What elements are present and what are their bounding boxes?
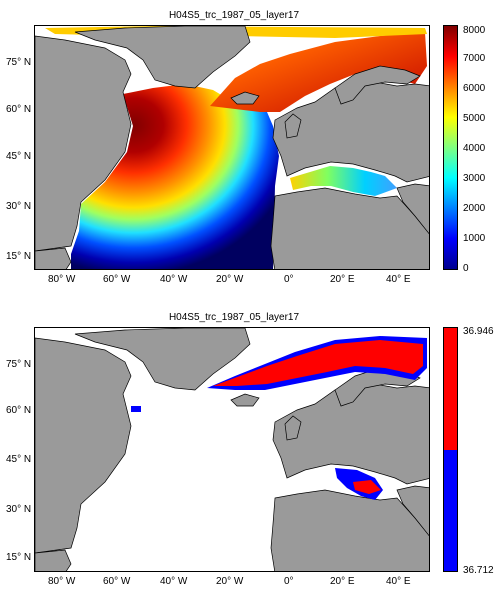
top-lon-label-80w: 80° W bbox=[48, 274, 76, 285]
arctic-data-band bbox=[210, 32, 427, 112]
bottom-lon-label-40w: 40° W bbox=[160, 576, 188, 587]
top-lat-label-45: 45° N bbox=[6, 151, 32, 162]
top-map bbox=[34, 25, 430, 270]
bottom-cbar-min: 36.712 bbox=[463, 565, 494, 576]
bottom-lon-label-80w: 80° W bbox=[48, 576, 76, 587]
bottom-lon-label-0: 0° bbox=[284, 576, 294, 587]
scandinavia-land bbox=[334, 65, 421, 105]
top-lon-label-40e: 40° E bbox=[386, 274, 411, 285]
central-america-land bbox=[35, 549, 72, 571]
bottom-cbar-max: 36.946 bbox=[463, 326, 494, 337]
top-lon-label-20w: 20° W bbox=[216, 274, 244, 285]
arctic-red-band bbox=[213, 340, 423, 386]
arabia-land bbox=[396, 485, 429, 537]
top-lon-label-40w: 40° W bbox=[160, 274, 188, 285]
top-lat-label-30: 30° N bbox=[6, 201, 32, 212]
bottom-colorbar-blue-segment bbox=[444, 449, 457, 571]
top-lon-label-60w: 60° W bbox=[103, 274, 131, 285]
bottom-lat-label-45: 45° N bbox=[6, 454, 32, 465]
greenland-land bbox=[74, 26, 251, 89]
top-cbar-tick-8000: 8000 bbox=[463, 25, 486, 36]
british-isles-land bbox=[284, 415, 302, 441]
top-lat-label-15: 15° N bbox=[6, 251, 32, 262]
west-atlantic-blue-patch bbox=[131, 406, 141, 412]
top-cbar-tick-5000: 5000 bbox=[463, 113, 486, 124]
top-map-title: H04S5_trc_1987_05_layer17 bbox=[168, 10, 300, 21]
bottom-map bbox=[34, 327, 430, 572]
iceland-land bbox=[230, 91, 260, 105]
mediterranean-data bbox=[290, 166, 397, 196]
bottom-lat-label-75: 75° N bbox=[6, 359, 32, 370]
bottom-lon-label-60w: 60° W bbox=[103, 576, 131, 587]
top-lon-label-0: 0° bbox=[284, 274, 294, 285]
bottom-lon-label-40e: 40° E bbox=[386, 576, 411, 587]
top-cbar-tick-0: 0 bbox=[463, 263, 469, 274]
british-isles-land bbox=[284, 113, 302, 139]
top-cbar-tick-6000: 6000 bbox=[463, 83, 486, 94]
top-colorbar bbox=[443, 25, 458, 270]
north-america-land bbox=[35, 337, 132, 554]
bottom-colorbar bbox=[443, 327, 458, 572]
north-america-land bbox=[35, 35, 132, 252]
arabia-land bbox=[396, 183, 429, 235]
bottom-map-title: H04S5_trc_1987_05_layer17 bbox=[168, 312, 300, 323]
bottom-lon-label-20e: 20° E bbox=[330, 576, 355, 587]
bottom-lon-label-20w: 20° W bbox=[216, 576, 244, 587]
top-cbar-tick-2000: 2000 bbox=[463, 203, 486, 214]
atlantic-data-field bbox=[71, 84, 279, 269]
bottom-lat-label-15: 15° N bbox=[6, 552, 32, 563]
top-cbar-tick-1000: 1000 bbox=[463, 233, 486, 244]
iceland-land bbox=[230, 393, 260, 407]
top-lat-label-75: 75° N bbox=[6, 57, 32, 68]
mediterranean-red-data bbox=[353, 480, 381, 494]
top-cbar-tick-3000: 3000 bbox=[463, 173, 486, 184]
bottom-lat-label-60: 60° N bbox=[6, 405, 32, 416]
bottom-colorbar-red-segment bbox=[444, 328, 457, 450]
top-lon-label-20e: 20° E bbox=[330, 274, 355, 285]
top-cbar-tick-4000: 4000 bbox=[463, 143, 486, 154]
greenland-land bbox=[74, 328, 251, 391]
top-cbar-tick-7000: 7000 bbox=[463, 53, 486, 64]
bottom-lat-label-30: 30° N bbox=[6, 504, 32, 515]
central-america-land bbox=[35, 247, 72, 269]
top-lat-label-60: 60° N bbox=[6, 104, 32, 115]
